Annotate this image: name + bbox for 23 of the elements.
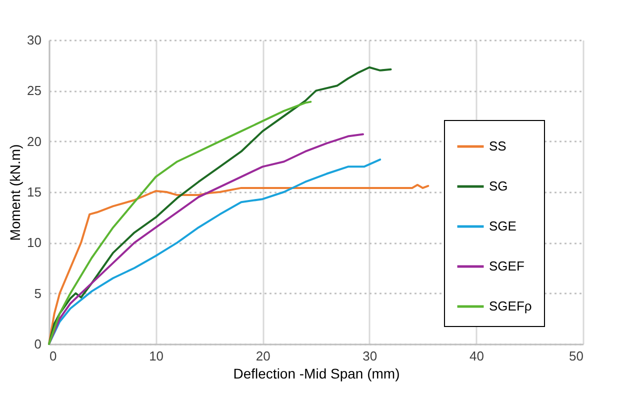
y-tick-label: 15: [27, 184, 42, 200]
line-series: [48, 184, 430, 345]
x-axis-title: Deflection -Mid Span (mm): [233, 366, 400, 382]
y-axis-title: Moment (kN.m): [7, 144, 24, 241]
legend-label: SGEFρ: [489, 298, 532, 314]
x-tick-label: 40: [469, 348, 484, 364]
y-tick-label: 30: [27, 32, 42, 48]
legend-label: SG: [489, 178, 508, 194]
legend-label: SGE: [489, 218, 517, 234]
x-tick-label: 20: [256, 348, 270, 364]
y-tick-label: 0: [34, 336, 42, 352]
x-tick-label: 50: [569, 348, 584, 364]
line-series: [48, 100, 312, 345]
x-tick-label: 10: [149, 348, 164, 364]
y-tick-label: 20: [27, 134, 42, 149]
legend-label: SGEF: [489, 258, 524, 274]
y-tick-label: 5: [34, 286, 42, 301]
x-tick-label: 30: [362, 348, 378, 364]
y-tick-label: 25: [27, 83, 42, 98]
y-tick-label: 10: [27, 235, 42, 250]
x-tick-label: 0: [50, 348, 57, 364]
line-series: [48, 133, 364, 345]
legend-label: SS: [489, 138, 507, 154]
